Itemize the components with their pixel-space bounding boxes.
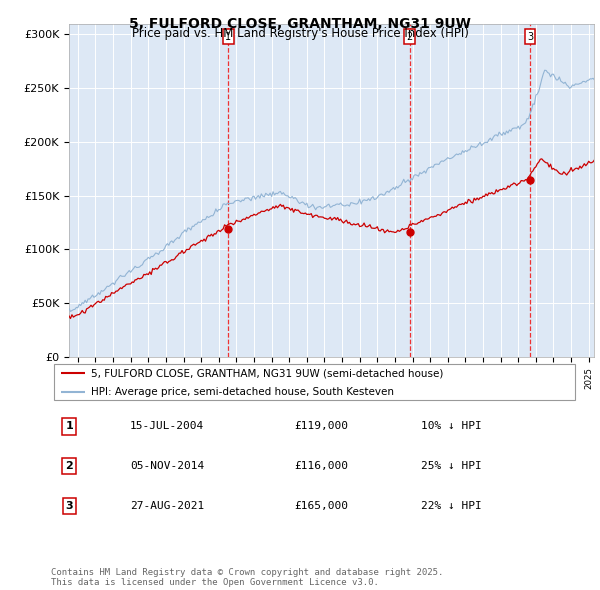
- Text: 2: 2: [65, 461, 73, 471]
- Text: 22% ↓ HPI: 22% ↓ HPI: [421, 501, 481, 511]
- Text: 10% ↓ HPI: 10% ↓ HPI: [421, 421, 481, 431]
- Text: £116,000: £116,000: [294, 461, 348, 471]
- Text: 5, FULFORD CLOSE, GRANTHAM, NG31 9UW (semi-detached house): 5, FULFORD CLOSE, GRANTHAM, NG31 9UW (se…: [91, 368, 443, 378]
- Text: 3: 3: [527, 31, 533, 41]
- Text: £165,000: £165,000: [294, 501, 348, 511]
- Text: £119,000: £119,000: [294, 421, 348, 431]
- Text: 15-JUL-2004: 15-JUL-2004: [130, 421, 205, 431]
- Text: 27-AUG-2021: 27-AUG-2021: [130, 501, 205, 511]
- Text: 1: 1: [65, 421, 73, 431]
- Text: 25% ↓ HPI: 25% ↓ HPI: [421, 461, 481, 471]
- Text: Contains HM Land Registry data © Crown copyright and database right 2025.
This d: Contains HM Land Registry data © Crown c…: [51, 568, 443, 587]
- Text: 3: 3: [65, 501, 73, 511]
- Text: HPI: Average price, semi-detached house, South Kesteven: HPI: Average price, semi-detached house,…: [91, 386, 394, 396]
- Text: 5, FULFORD CLOSE, GRANTHAM, NG31 9UW: 5, FULFORD CLOSE, GRANTHAM, NG31 9UW: [129, 17, 471, 31]
- Text: 05-NOV-2014: 05-NOV-2014: [130, 461, 205, 471]
- Text: Price paid vs. HM Land Registry's House Price Index (HPI): Price paid vs. HM Land Registry's House …: [131, 27, 469, 40]
- FancyBboxPatch shape: [53, 364, 575, 401]
- Text: 1: 1: [225, 31, 232, 41]
- Text: 2: 2: [406, 31, 413, 41]
